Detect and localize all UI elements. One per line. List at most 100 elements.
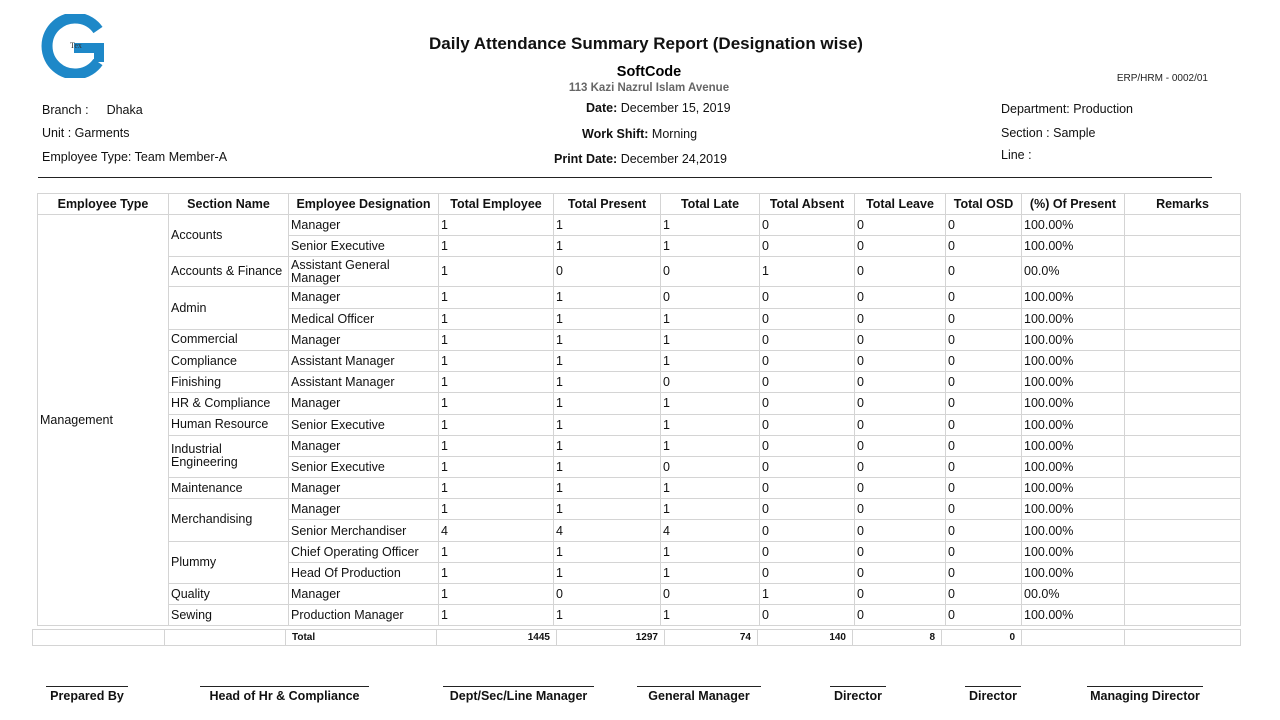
section-name-cell: Accounts [168, 213, 289, 258]
total-present-cell: 1 [553, 371, 661, 394]
percent-present-cell: 100.00% [1021, 519, 1125, 542]
total-employee-cell: 1 [438, 413, 554, 436]
total-present-cell: 1 [553, 498, 661, 521]
total-present-cell: 1 [553, 307, 661, 330]
total-late-cell: 1 [660, 235, 760, 258]
total-leave-cell: 0 [854, 307, 946, 330]
total-employee-sum: 1445 [436, 629, 557, 646]
total-present-cell: 1 [553, 328, 661, 351]
table-row: HR & Compliance Manager 1 1 1 0 0 0 100.00% [38, 392, 1241, 415]
remarks-cell [1124, 392, 1241, 415]
total-present-cell: 1 [553, 235, 661, 258]
signature-line-manager: Dept/Sec/Line Manager [443, 686, 594, 703]
table-row: Industrial Engineering Manager 1 1 1 0 0 0 100.0… [38, 434, 1241, 479]
total-employee-cell: 1 [438, 498, 554, 521]
total-absent-cell: 0 [759, 213, 855, 237]
total-leave-cell: 0 [854, 604, 946, 627]
remarks-cell [1124, 540, 1241, 563]
remarks-cell [1124, 498, 1241, 521]
total-leave-cell: 0 [854, 455, 946, 479]
remarks-cell [1124, 477, 1241, 500]
percent-present-cell: 100.00% [1021, 392, 1125, 415]
remarks-cell [1124, 235, 1241, 258]
total-osd-cell: 0 [945, 604, 1022, 627]
designation-cell: Manager [288, 213, 439, 237]
designation-cell: Manager [288, 392, 439, 415]
total-absent-cell: 0 [759, 371, 855, 394]
section-name-cell: Merchandising [168, 498, 289, 542]
total-leave-cell: 0 [854, 392, 946, 415]
section-name-cell: Human Resource [168, 413, 289, 436]
total-leave-cell: 0 [854, 328, 946, 351]
section-name-cell: Sewing [168, 604, 289, 627]
designation-cell: Manager [288, 477, 439, 500]
designation-cell: Manager [288, 498, 439, 521]
designation-cell: Chief Operating Officer [288, 540, 439, 563]
print-date-info: Print Date: December 24,2019 [554, 152, 727, 166]
print-date-label: Print Date: [554, 152, 618, 166]
designation-cell: Manager [288, 286, 439, 309]
shift-value: Morning [651, 127, 698, 141]
total-late-sum: 74 [664, 629, 758, 646]
employee-type-info: Employee Type: Team Member-A [42, 150, 228, 164]
section-name-cell: Maintenance [168, 477, 289, 500]
total-present-cell: 0 [553, 256, 661, 288]
total-present-cell: 1 [553, 604, 661, 627]
column-header: Employee Type [37, 193, 169, 215]
total-leave-cell: 0 [854, 540, 946, 563]
total-present-cell: 1 [553, 392, 661, 415]
report-title: Daily Attendance Summary Report (Designa… [429, 34, 863, 53]
total-osd-cell: 0 [945, 498, 1022, 521]
total-osd-cell: 0 [945, 434, 1022, 457]
designation-cell: Medical Officer [288, 307, 439, 330]
column-header: Section Name [168, 193, 289, 215]
total-leave-cell: 0 [854, 286, 946, 309]
designation-cell: Senior Merchandiser [288, 519, 439, 542]
total-present-cell: 1 [553, 455, 661, 479]
total-osd-sum: 0 [941, 629, 1022, 646]
remarks-cell [1124, 328, 1241, 351]
total-late-cell: 1 [660, 213, 760, 237]
total-employee-cell: 1 [438, 540, 554, 563]
total-absent-cell: 0 [759, 604, 855, 627]
total-absent-cell: 0 [759, 307, 855, 330]
total-absent-cell: 0 [759, 561, 855, 585]
total-osd-cell: 0 [945, 213, 1022, 237]
signature-prepared-by: Prepared By [46, 686, 128, 703]
percent-present-cell: 100.00% [1021, 477, 1125, 500]
table-row: Commercial Manager 1 1 1 0 0 0 100.00% [38, 328, 1241, 351]
column-header: Total Present [553, 193, 661, 215]
total-employee-cell: 1 [438, 256, 554, 288]
total-leave-cell: 0 [854, 498, 946, 521]
percent-present-cell: 100.00% [1021, 455, 1125, 479]
attendance-table: Employee Type Section Name Employee Design… [37, 193, 1241, 627]
signature-director-1: Director [830, 686, 886, 703]
total-employee-cell: 1 [438, 582, 554, 606]
total-late-cell: 1 [660, 307, 760, 330]
total-late-cell: 0 [660, 455, 760, 479]
total-employee-cell: 1 [438, 349, 554, 373]
section-name-cell: Compliance [168, 349, 289, 373]
designation-cell: Production Manager [288, 604, 439, 627]
signature-director-2: Director [965, 686, 1021, 703]
company-logo: Tex [40, 12, 108, 80]
total-late-cell: 1 [660, 328, 760, 351]
total-late-cell: 0 [660, 371, 760, 394]
total-employee-cell: 4 [438, 519, 554, 542]
table-row: Maintenance Manager 1 1 1 0 0 0 100.00% [38, 477, 1241, 500]
total-absent-cell: 1 [759, 256, 855, 288]
total-late-cell: 0 [660, 256, 760, 288]
percent-present-cell: 100.00% [1021, 413, 1125, 436]
total-osd-cell: 0 [945, 307, 1022, 330]
date-label: Date: [586, 101, 618, 115]
total-leave-cell: 0 [854, 235, 946, 258]
percent-present-cell: 100.00% [1021, 434, 1125, 457]
designation-cell: Manager [288, 582, 439, 606]
company-address: 113 Kazi Nazrul Islam Avenue [568, 82, 730, 94]
designation-cell: Assistant Manager [288, 371, 439, 394]
branch-value: Dhaka [106, 103, 143, 117]
section-name-cell: Plummy [168, 540, 289, 585]
total-absent-cell: 0 [759, 498, 855, 521]
designation-cell: Manager [288, 434, 439, 457]
total-late-cell: 1 [660, 540, 760, 563]
